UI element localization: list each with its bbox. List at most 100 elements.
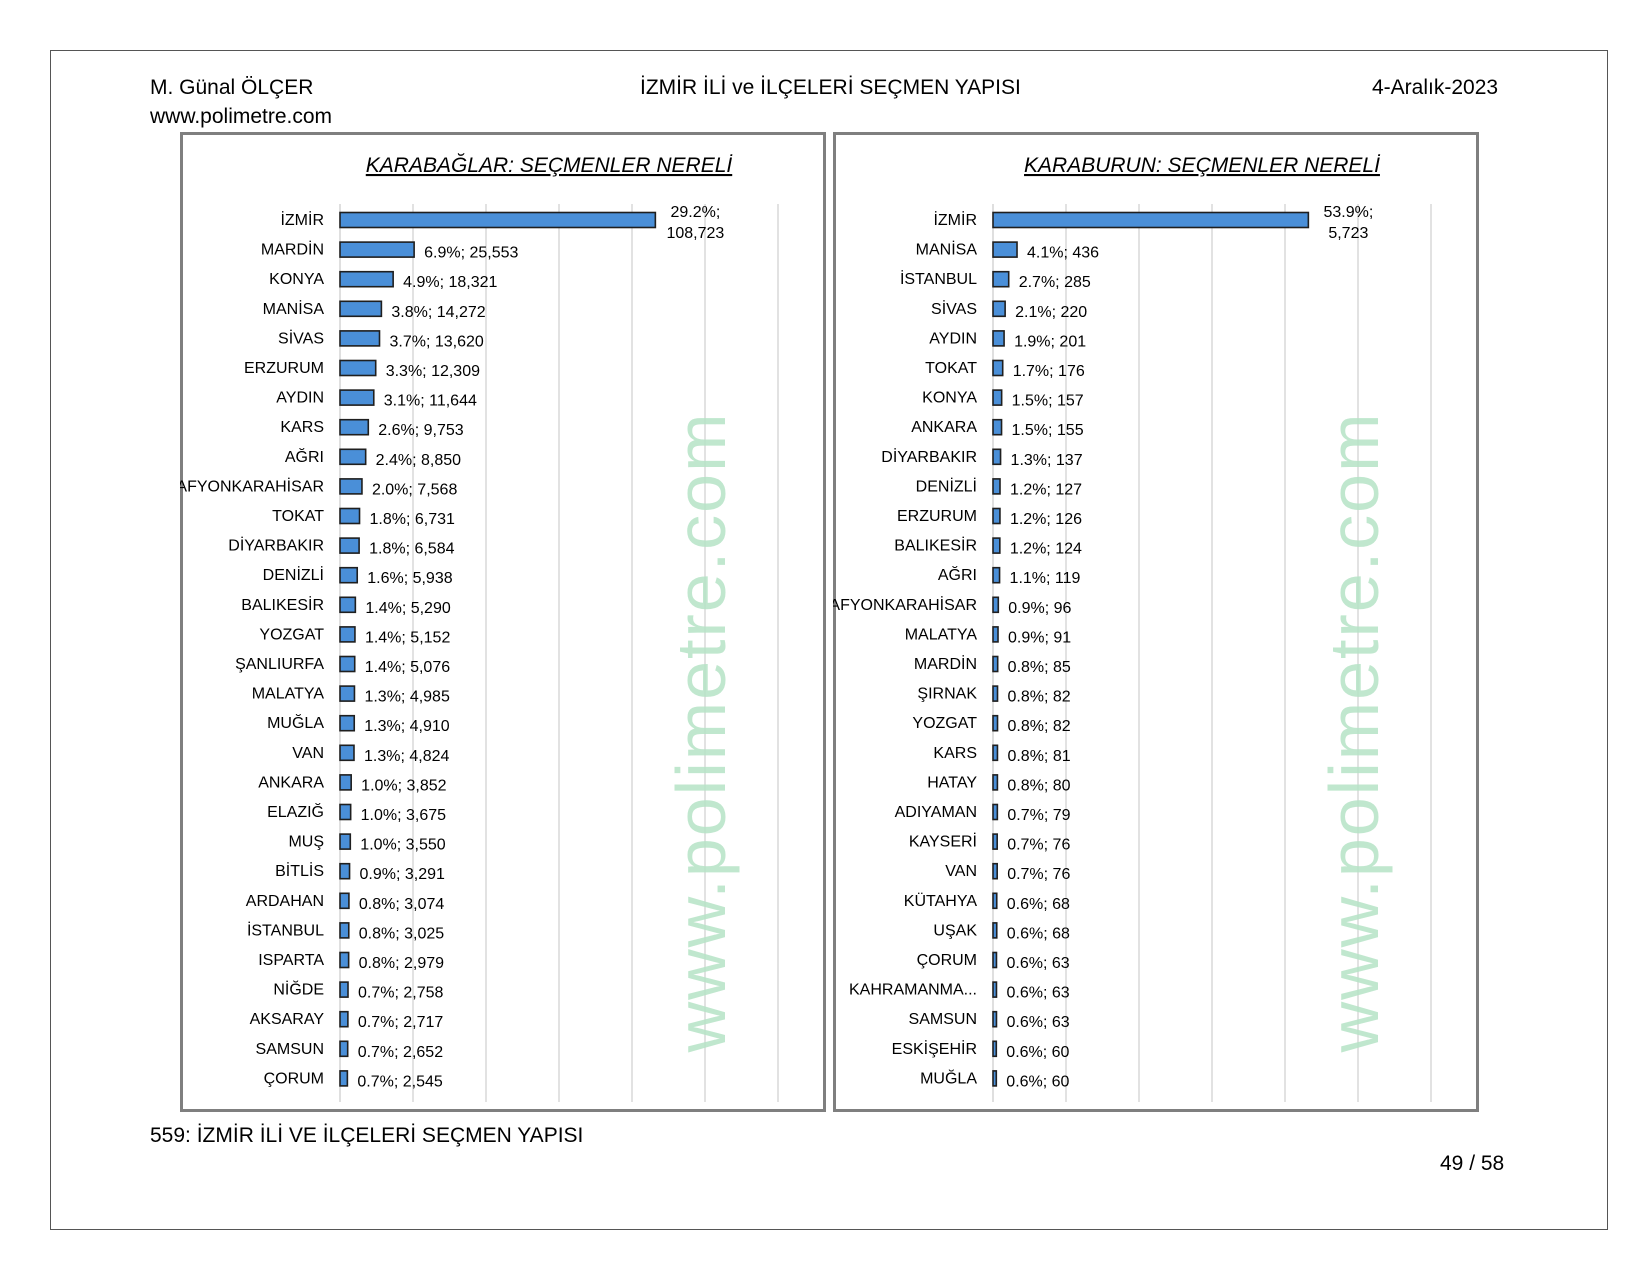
data-label: 1.1%; 119	[1010, 570, 1081, 587]
category-label: İZMİR	[933, 210, 977, 229]
bar	[992, 241, 1018, 258]
data-label: 0.8%; 2,979	[359, 955, 445, 972]
category-label: ISPARTA	[258, 952, 324, 969]
category-label: ANKARA	[258, 774, 324, 791]
data-label: 0.6%; 63	[1006, 1014, 1069, 1031]
bar	[339, 478, 363, 495]
category-label: KONYA	[269, 271, 324, 288]
category-label: MANİSA	[263, 299, 325, 318]
bar	[992, 685, 999, 702]
bar	[992, 537, 1001, 554]
category-label: SİVAS	[278, 328, 324, 347]
bar	[992, 300, 1006, 318]
category-label: İZMİR	[280, 210, 324, 229]
data-label: 1.0%; 3,852	[361, 777, 447, 794]
document-title: İZMİR İLİ ve İLÇELERİ SEÇMEN YAPISI	[640, 76, 1021, 99]
page-frame	[50, 50, 1608, 1230]
category-label: SAMSUN	[256, 1041, 324, 1058]
category-label: SİVAS	[931, 299, 977, 318]
data-label: 1.8%; 6,584	[369, 541, 455, 558]
website-url[interactable]: www.polimetre.com	[150, 105, 333, 128]
bar	[339, 951, 350, 969]
category-label: SAMSUN	[909, 1011, 977, 1028]
category-label: DİYARBAKIR	[881, 447, 977, 466]
category-label: KARS	[933, 745, 977, 762]
data-label: 3.8%; 14,272	[391, 304, 485, 321]
data-label: 0.8%; 82	[1008, 689, 1071, 706]
bar	[339, 774, 352, 791]
data-label: 0.7%; 76	[1007, 866, 1070, 883]
category-label: MALATYA	[905, 626, 978, 643]
data-label: 0.6%; 60	[1006, 1073, 1069, 1090]
bar	[992, 981, 998, 998]
bar	[992, 744, 999, 762]
category-label: NİĞDE	[273, 980, 324, 999]
category-label: ELAZIĞ	[267, 802, 324, 821]
data-label: 3.1%; 11,644	[384, 393, 477, 410]
bar	[339, 1010, 349, 1028]
data-label: 1.4%; 5,290	[365, 600, 451, 617]
category-label: DİYARBAKIR	[228, 536, 324, 555]
bar	[992, 1010, 998, 1028]
bar	[339, 330, 381, 347]
bar	[992, 1070, 998, 1087]
document-date: 4-Aralık-2023	[1372, 76, 1499, 99]
bar	[992, 389, 1003, 406]
bar	[339, 862, 351, 880]
data-label-percent: 53.9%;	[1323, 204, 1373, 221]
category-label: BALIKESİR	[241, 595, 324, 614]
category-label: AYDIN	[276, 390, 324, 407]
category-label: DENİZLİ	[263, 565, 324, 584]
category-label: ERZURUM	[897, 508, 977, 525]
category-label: HATAY	[927, 774, 977, 791]
bar	[339, 1040, 349, 1058]
bar	[339, 922, 350, 939]
bar	[992, 803, 999, 821]
category-label: ŞANLIURFA	[235, 656, 324, 673]
chart-karaburun: KARABURUN: SEÇMENLER NERELİ İZMİR 53.9%; 5,…	[833, 132, 1479, 1112]
data-label: 1.0%; 3,675	[361, 807, 447, 824]
bar	[992, 774, 999, 791]
bar	[339, 300, 383, 318]
category-label: ADIYAMAN	[895, 804, 977, 821]
category-label: KÜTAHYA	[904, 892, 978, 910]
bar	[339, 566, 359, 584]
bar	[992, 330, 1005, 347]
category-label: MANİSA	[916, 240, 978, 259]
chart-title: KARABAĞLAR: SEÇMENLER NERELİ	[366, 154, 734, 177]
data-label: 0.8%; 3,025	[359, 925, 445, 942]
data-label: 1.2%; 124	[1010, 541, 1082, 558]
bar	[992, 448, 1002, 466]
bar	[339, 655, 356, 673]
category-label: AFYONKARAHİSAR	[180, 476, 324, 495]
data-label: 1.6%; 5,938	[367, 570, 453, 587]
data-label: 1.2%; 127	[1010, 481, 1082, 498]
data-label: 1.5%; 157	[1012, 393, 1084, 410]
bar	[992, 892, 998, 910]
data-label: 0.7%; 2,652	[358, 1044, 444, 1061]
data-label: 1.8%; 6,731	[370, 511, 456, 528]
bar	[339, 685, 356, 702]
bar	[992, 418, 1003, 436]
category-label: ÇORUM	[264, 1070, 324, 1087]
data-label: 0.6%; 63	[1006, 955, 1069, 972]
category-label: KARS	[280, 419, 324, 436]
category-label: VAN	[945, 863, 977, 880]
category-label: MUĞLA	[267, 713, 324, 732]
data-label: 2.0%; 7,568	[372, 481, 458, 498]
data-label: 0.6%; 63	[1006, 985, 1069, 1002]
data-label: 0.9%; 3,291	[360, 866, 446, 883]
page-number: 49 / 58	[1440, 1152, 1505, 1175]
bar	[992, 507, 1001, 525]
category-label: TOKAT	[925, 360, 977, 377]
data-label: 0.6%; 60	[1006, 1044, 1069, 1061]
chart-frame	[180, 132, 826, 1112]
data-label: 1.3%; 137	[1011, 452, 1083, 469]
data-label: 1.3%; 4,985	[364, 689, 450, 706]
data-label: 0.7%; 2,717	[358, 1014, 444, 1031]
data-label: 0.8%; 85	[1008, 659, 1071, 676]
bar	[339, 714, 356, 732]
bar	[339, 211, 657, 229]
data-label: 1.4%; 5,076	[365, 659, 451, 676]
category-label: DENİZLİ	[916, 476, 977, 495]
